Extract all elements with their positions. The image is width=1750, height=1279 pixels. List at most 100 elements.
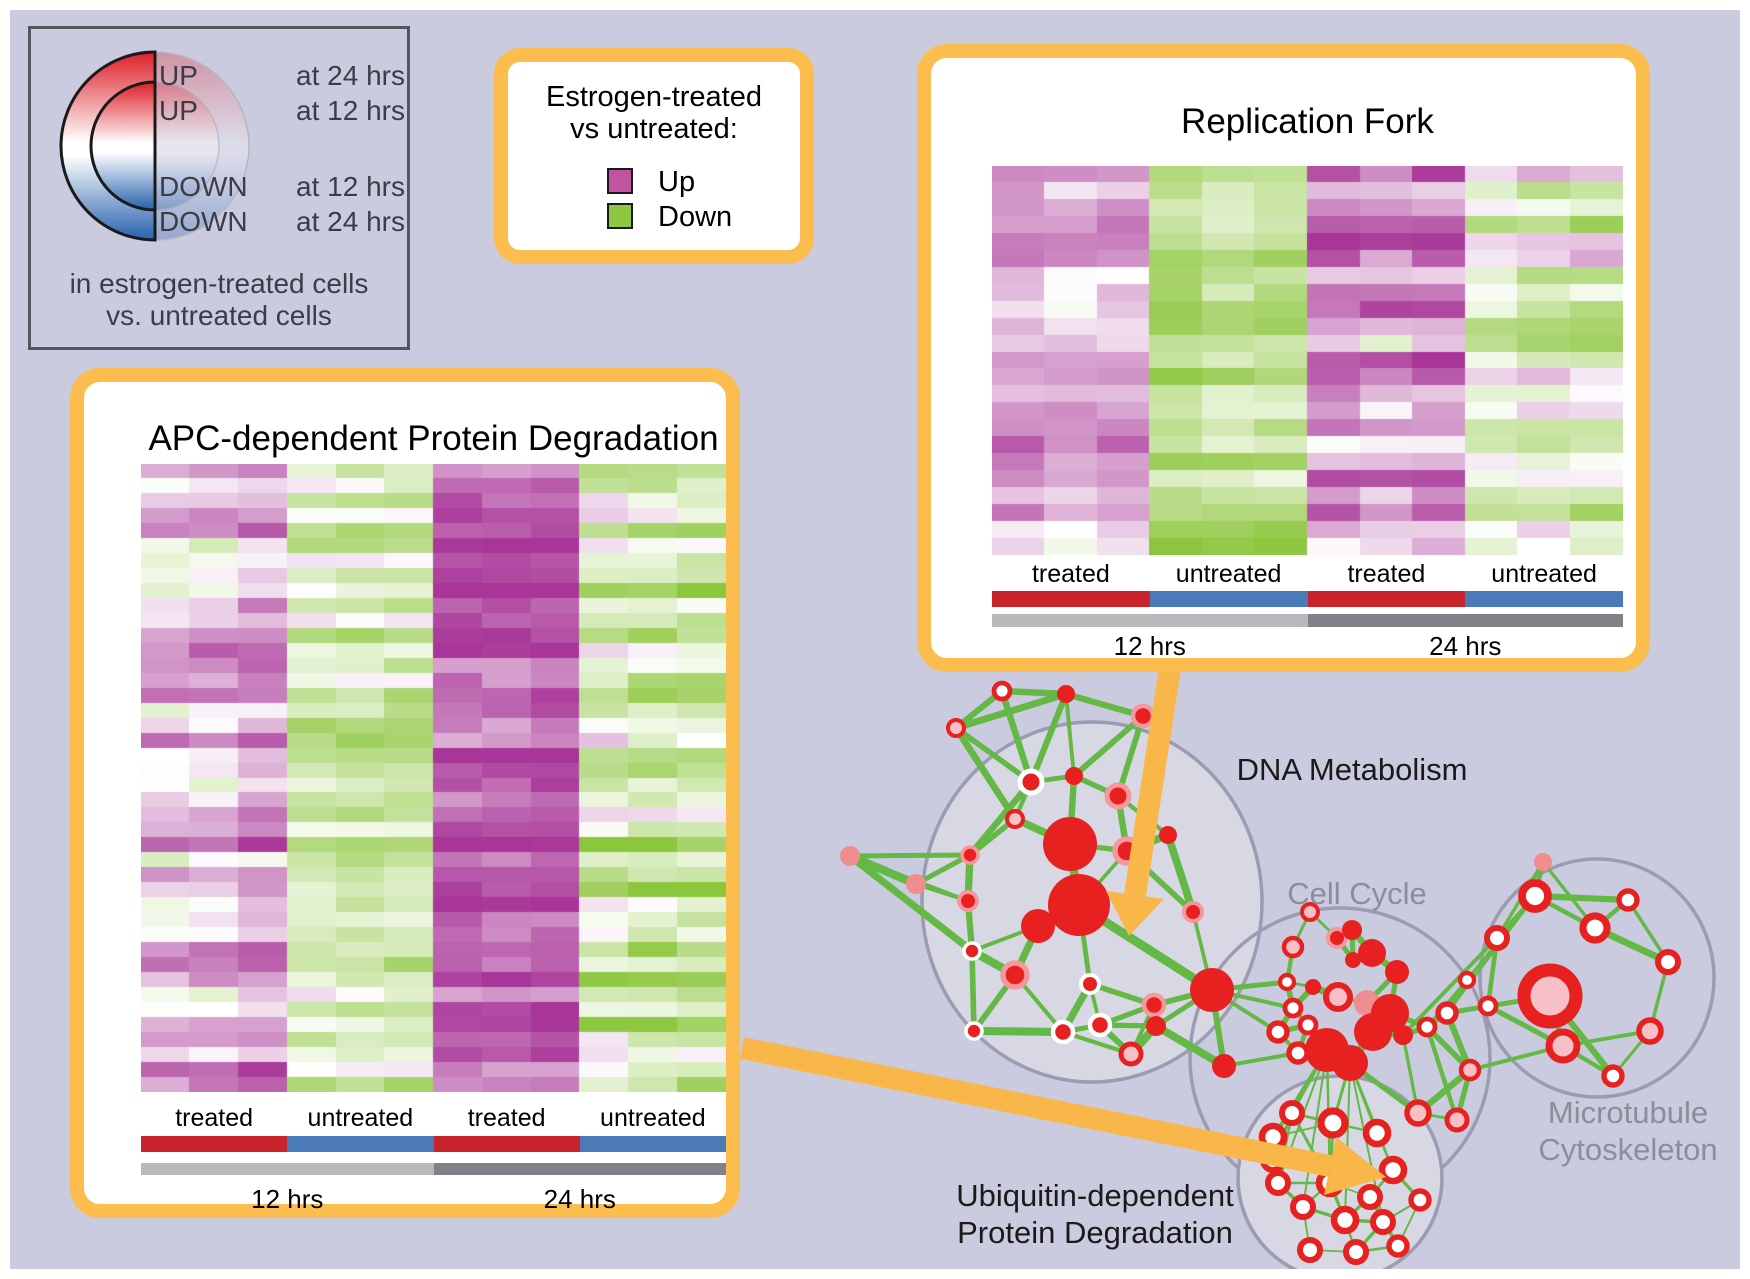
timepoint-segment [141,1163,434,1175]
cluster-label-mt-line2: Cytoskeleton [1538,1132,1717,1167]
network-bridge-edge [1348,1062,1395,1171]
gene-node-rp [1005,809,1025,829]
condition-segment [141,1136,288,1152]
condition-segment [1465,591,1623,607]
network-edge [1065,691,1144,719]
network-edge [1424,1026,1460,1121]
gene-node-s [1305,979,1321,995]
gene-node-pr [1000,960,1030,990]
gene-node-rp [1404,1099,1432,1127]
network-edge [849,852,971,859]
gene-node-rw [1484,925,1510,951]
condition-segment [579,1136,726,1152]
legend-up-24-word: UP [159,60,198,91]
gene-node-rw [1435,1001,1459,1025]
condition-label-untreated-24h: untreated [1491,560,1597,588]
timepoint-label-24hrs: 24 hrs [1429,631,1502,661]
gene-node-rw [1343,1239,1369,1265]
cluster-label-ub-line1: Ubiquitin-dependent [956,1178,1234,1213]
condition-label-treated-24h: treated [1347,560,1426,588]
condition-label-treated-12h: treated [175,1104,254,1132]
gene-node-ps [1534,853,1552,871]
timepoint-segment [1307,614,1623,627]
gene-node-rw [1457,970,1477,990]
condition-color-bar [141,1136,726,1152]
timepoint-gray-bar [141,1163,726,1175]
gene-node-s [1332,1045,1368,1081]
legend-down-12-word: DOWN [159,171,248,202]
panel-arrow-head-2 [1324,1137,1386,1195]
network-edge [1115,715,1146,797]
network-edge [954,725,1033,785]
up-label: Up [658,166,696,198]
condition-label-untreated-12h: untreated [1175,560,1282,588]
network-edge [967,779,1034,858]
gene-node-rw [1416,1016,1438,1038]
network-edge [1072,713,1145,779]
gene-node-rw [1370,1209,1396,1235]
network-edge [847,853,975,954]
gene-node-rw [1317,1107,1349,1139]
gene-node-rw [1579,912,1611,944]
gene-node-rw [1266,1020,1290,1044]
condition-color-bar [992,591,1623,607]
gene-node-rp [1444,1107,1470,1133]
cluster-label-dna: DNA Metabolism [1237,752,1468,787]
updown-legend-title-line1: Estrogen-treated [545,81,762,113]
gene-node-pr [960,845,980,865]
gene-node-ps [906,874,926,894]
network-edge [954,690,1068,732]
concentric-circles-legend-icon [59,50,250,242]
down-color-swatch [607,203,633,229]
gene-node-wr [1087,1012,1113,1038]
gene-node-rp [1118,1041,1144,1067]
condition-segment [287,1136,434,1152]
apc-degradation-panel: APC-dependent Protein Degradation treate… [70,368,740,1218]
timepoint-segment [992,614,1308,627]
timepoint-label-12hrs: 12 hrs [1113,631,1186,661]
timepoint-gray-bar [992,614,1623,627]
gene-node-s [1358,939,1386,967]
gene-node-rp [946,718,966,738]
gene-node-rw [1386,1234,1410,1258]
gene-node-rw [1655,949,1681,975]
network-edge [914,852,972,887]
up-color-swatch [607,168,633,194]
network-bridge-edge [1401,936,1499,1037]
gene-node-rw [1357,1184,1383,1210]
timepoint-label-12hrs: 12 hrs [251,1184,324,1214]
down-label: Down [658,201,733,233]
gene-node-rp [1281,935,1305,959]
gene-node-rw [1265,1170,1291,1196]
gene-node-rw [991,680,1013,702]
gene-node-s [1190,968,1234,1012]
gene-node-s [1393,1025,1413,1045]
replication-fork-heatmap [992,166,1623,555]
updown-legend-title-line2: vs untreated: [570,113,738,145]
gene-node-wr [964,1021,984,1041]
condition-segment [1307,591,1466,607]
legend-down-24-time: at 24 hrs [296,206,405,237]
legend-down-24-word: DOWN [159,206,248,237]
condition-segment [1149,591,1308,607]
network-edge [998,690,1035,783]
apc-degradation-heatmap [141,464,726,1092]
condition-label-treated-24h: treated [467,1104,546,1132]
updown-legend-box: Estrogen-treated vs untreated: Up Down [494,48,814,264]
gene-node-s [1048,874,1110,936]
gene-node-s [1159,826,1177,844]
gene-node-rw [1297,1237,1323,1263]
gene-node-rw [1378,1155,1408,1185]
gene-node-rw [1286,1041,1310,1065]
network-bridge-edge [1154,1024,1226,1068]
circle-legend-box: UP at 24 hrs UP at 12 hrs DOWN at 12 hrs… [28,26,410,350]
panel-arrow-head-1 [1106,891,1164,936]
cluster-label-cc: Cell Cycle [1287,876,1427,911]
gene-node-s [1065,767,1083,785]
replication-fork-panel: Replication Fork treated untreated treated… [917,44,1650,672]
gene-node-s [1146,1016,1166,1036]
gene-node-rw [1477,995,1499,1017]
gene-node-rp [1458,1058,1482,1082]
gene-node-pr [1141,992,1167,1018]
